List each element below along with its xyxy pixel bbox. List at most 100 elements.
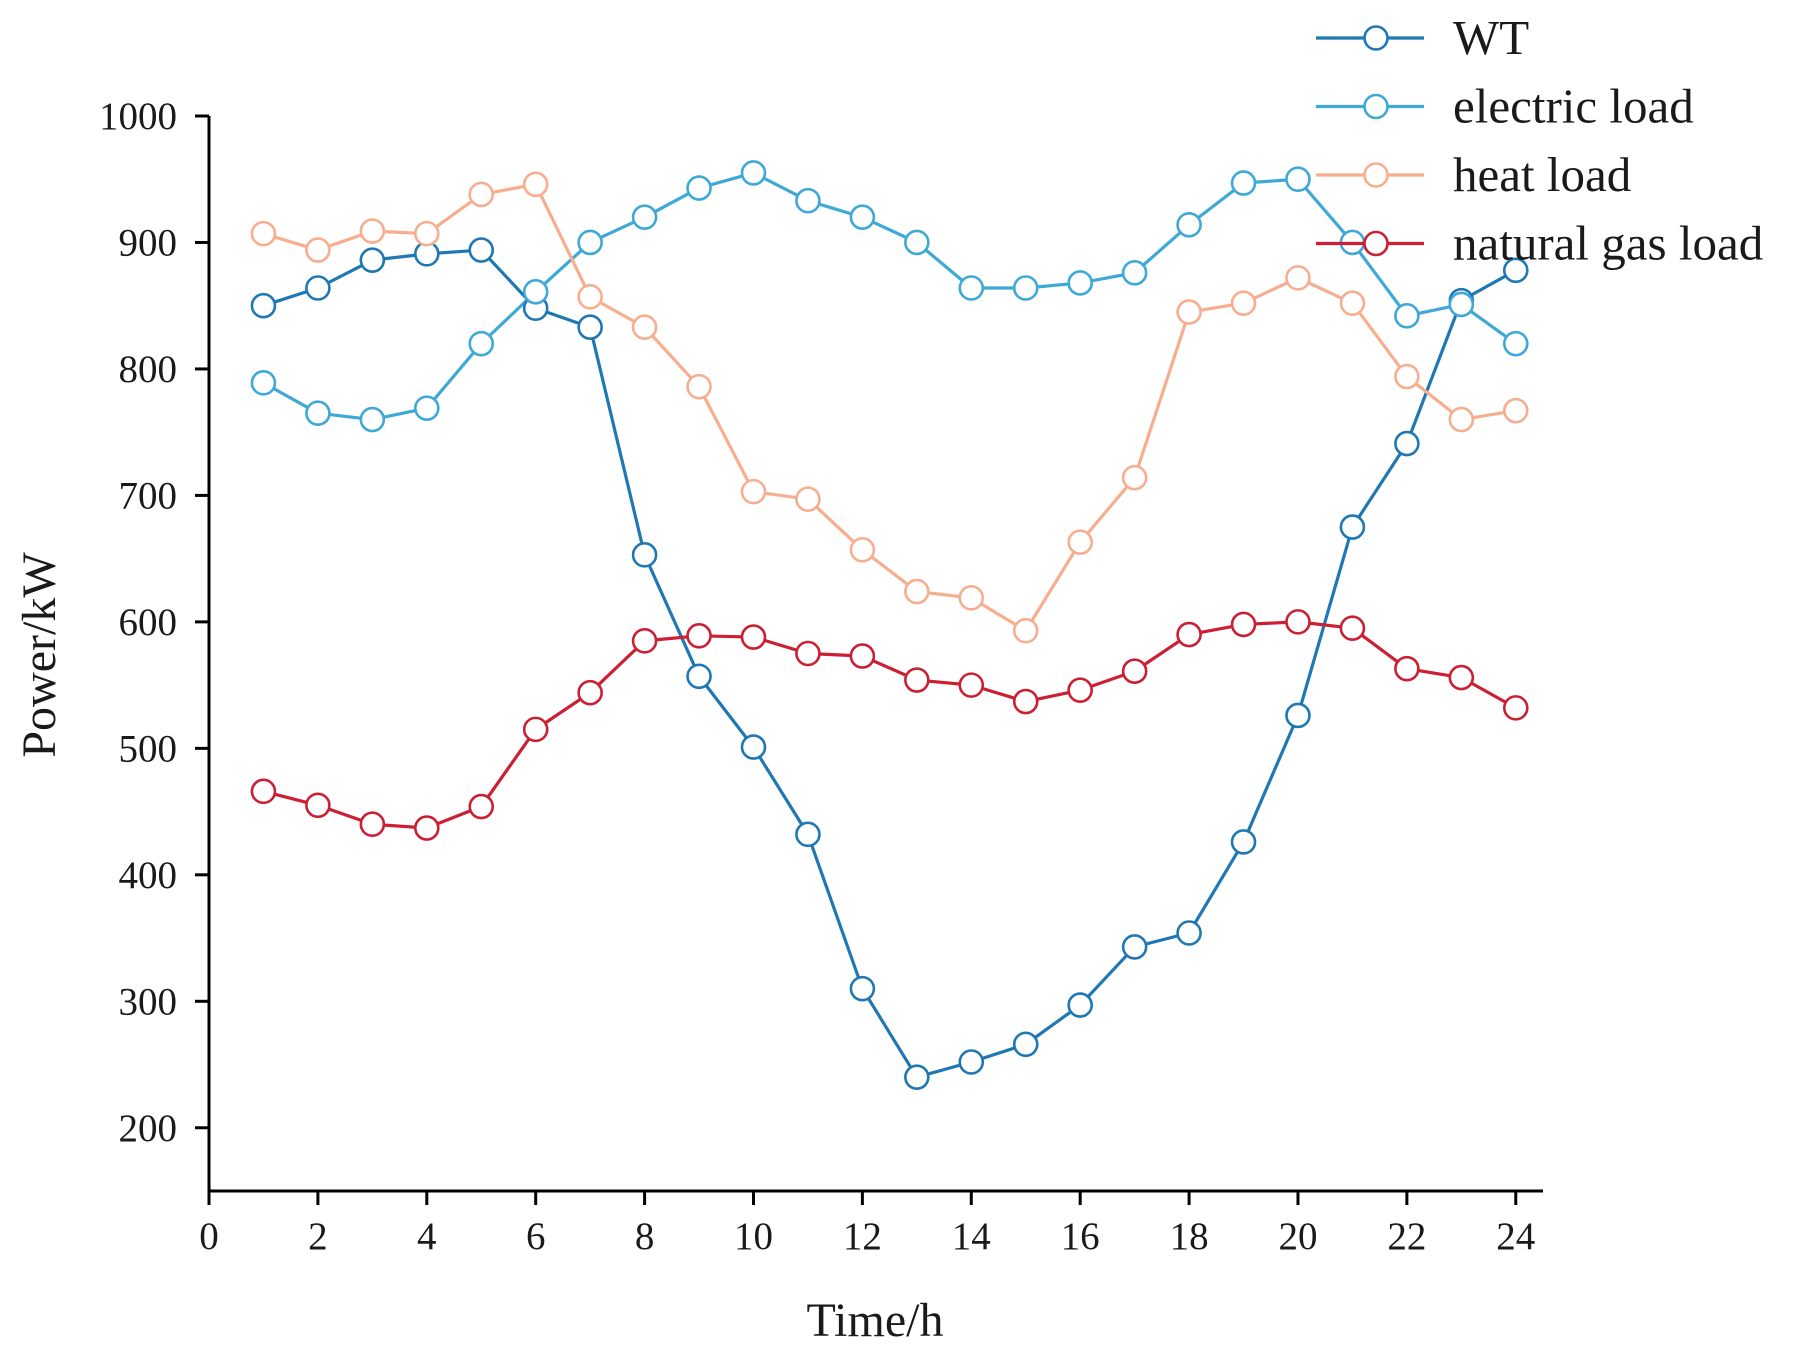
data-point-wt-14 xyxy=(958,1049,985,1075)
y-axis-title: Power/kW xyxy=(13,552,66,758)
x-tick-label-6: 6 xyxy=(526,1215,546,1258)
y-tick-label-200: 200 xyxy=(119,1107,178,1150)
data-point-natural-gas-load-8 xyxy=(631,628,658,654)
data-point-wt-21 xyxy=(1339,514,1366,540)
x-tick-label-2: 2 xyxy=(308,1215,328,1258)
data-point-natural-gas-load-1 xyxy=(250,778,277,805)
x-tick-label-0: 0 xyxy=(199,1215,219,1258)
series-line-electric-load xyxy=(262,171,1517,422)
data-point-natural-gas-load-10 xyxy=(740,624,767,650)
data-point-heat-load-5 xyxy=(468,181,495,208)
data-point-electric-load-1 xyxy=(250,370,277,396)
data-point-heat-load-3 xyxy=(359,218,386,244)
data-point-electric-load-6 xyxy=(522,278,549,305)
data-point-heat-load-16 xyxy=(1067,529,1093,556)
y-tick-label-400: 400 xyxy=(119,854,178,897)
data-point-electric-load-18 xyxy=(1176,211,1202,238)
data-point-heat-load-19 xyxy=(1230,290,1257,316)
data-point-natural-gas-load-4 xyxy=(413,815,440,841)
data-point-electric-load-4 xyxy=(413,395,440,421)
data-point-electric-load-14 xyxy=(958,275,985,301)
plot-lines xyxy=(262,171,1517,1079)
data-point-wt-1 xyxy=(250,292,277,319)
data-point-wt-9 xyxy=(686,663,712,690)
x-tick-label-22: 22 xyxy=(1387,1215,1426,1258)
data-point-natural-gas-load-22 xyxy=(1394,655,1420,682)
data-point-heat-load-11 xyxy=(795,486,821,513)
data-point-wt-18 xyxy=(1176,920,1202,946)
data-point-wt-5 xyxy=(468,237,495,263)
data-point-electric-load-2 xyxy=(305,400,331,427)
data-point-heat-load-12 xyxy=(849,536,876,563)
x-tick-label-14: 14 xyxy=(952,1215,991,1258)
data-point-natural-gas-load-20 xyxy=(1285,609,1311,635)
data-point-natural-gas-load-6 xyxy=(522,716,549,743)
data-point-natural-gas-load-12 xyxy=(849,643,876,669)
data-point-natural-gas-load-14 xyxy=(958,672,985,698)
x-tick-label-18: 18 xyxy=(1170,1215,1209,1258)
plot-markers xyxy=(250,160,1529,1090)
data-point-natural-gas-load-21 xyxy=(1339,615,1366,642)
data-point-natural-gas-load-15 xyxy=(1012,688,1039,715)
data-point-heat-load-17 xyxy=(1121,464,1148,491)
x-tick-label-4: 4 xyxy=(417,1215,437,1258)
data-point-heat-load-15 xyxy=(1012,617,1039,644)
data-point-heat-load-1 xyxy=(250,220,277,247)
data-point-electric-load-10 xyxy=(740,160,767,186)
data-point-electric-load-22 xyxy=(1394,303,1420,329)
legend-label-electric-load: electric load xyxy=(1453,79,1694,134)
legend-marker-heat-load xyxy=(1363,162,1389,188)
data-point-wt-20 xyxy=(1285,702,1311,729)
data-point-heat-load-14 xyxy=(958,585,985,611)
data-point-wt-8 xyxy=(631,542,658,568)
data-point-natural-gas-load-11 xyxy=(795,640,821,667)
data-point-wt-13 xyxy=(904,1064,930,1090)
y-tick-label-700: 700 xyxy=(119,474,178,517)
data-point-electric-load-3 xyxy=(359,406,386,433)
data-point-heat-load-22 xyxy=(1394,363,1420,390)
y-tick-label-800: 800 xyxy=(119,348,178,391)
data-point-wt-12 xyxy=(849,975,876,1002)
data-point-heat-load-13 xyxy=(904,578,930,605)
data-point-heat-load-20 xyxy=(1285,265,1311,291)
data-point-wt-19 xyxy=(1230,829,1257,855)
legend-label-wt: WT xyxy=(1453,10,1529,65)
data-point-electric-load-17 xyxy=(1121,260,1148,286)
data-point-natural-gas-load-9 xyxy=(686,622,712,649)
data-point-electric-load-15 xyxy=(1012,275,1039,301)
y-tick-label-900: 900 xyxy=(119,221,178,264)
data-point-heat-load-2 xyxy=(305,237,331,263)
x-axis-title: Time/h xyxy=(807,1294,944,1347)
data-point-electric-load-12 xyxy=(849,204,876,230)
data-point-natural-gas-load-3 xyxy=(359,811,386,838)
data-point-natural-gas-load-23 xyxy=(1448,664,1475,691)
data-point-electric-load-20 xyxy=(1285,166,1311,193)
legend: WT electric load heat load natural gas load xyxy=(1316,10,1763,271)
data-point-heat-load-21 xyxy=(1339,290,1366,316)
data-point-wt-11 xyxy=(795,821,821,848)
data-point-heat-load-23 xyxy=(1448,406,1475,433)
data-point-wt-22 xyxy=(1394,430,1420,457)
x-tick-label-20: 20 xyxy=(1278,1215,1317,1258)
series-line-natural-gas-load xyxy=(263,620,1517,830)
data-point-electric-load-19 xyxy=(1230,170,1257,196)
legend-marker-electric-load xyxy=(1363,93,1389,120)
data-point-heat-load-7 xyxy=(577,284,603,310)
legend-label-natural-gas-load: natural gas load xyxy=(1453,216,1763,271)
data-point-electric-load-7 xyxy=(577,229,603,256)
y-tick-label-300: 300 xyxy=(119,980,178,1023)
series-line-wt xyxy=(262,248,1517,1079)
data-point-electric-load-11 xyxy=(795,187,821,214)
data-point-natural-gas-load-19 xyxy=(1230,611,1257,638)
data-point-wt-16 xyxy=(1067,992,1093,1018)
data-point-natural-gas-load-16 xyxy=(1067,677,1093,703)
data-point-natural-gas-load-18 xyxy=(1176,621,1202,648)
data-point-wt-17 xyxy=(1121,934,1148,960)
data-point-heat-load-18 xyxy=(1176,299,1202,325)
data-point-heat-load-8 xyxy=(631,314,658,341)
data-point-natural-gas-load-24 xyxy=(1502,695,1529,721)
data-point-electric-load-9 xyxy=(686,175,712,201)
x-tick-label-16: 16 xyxy=(1061,1215,1100,1258)
data-point-electric-load-24 xyxy=(1502,330,1529,357)
